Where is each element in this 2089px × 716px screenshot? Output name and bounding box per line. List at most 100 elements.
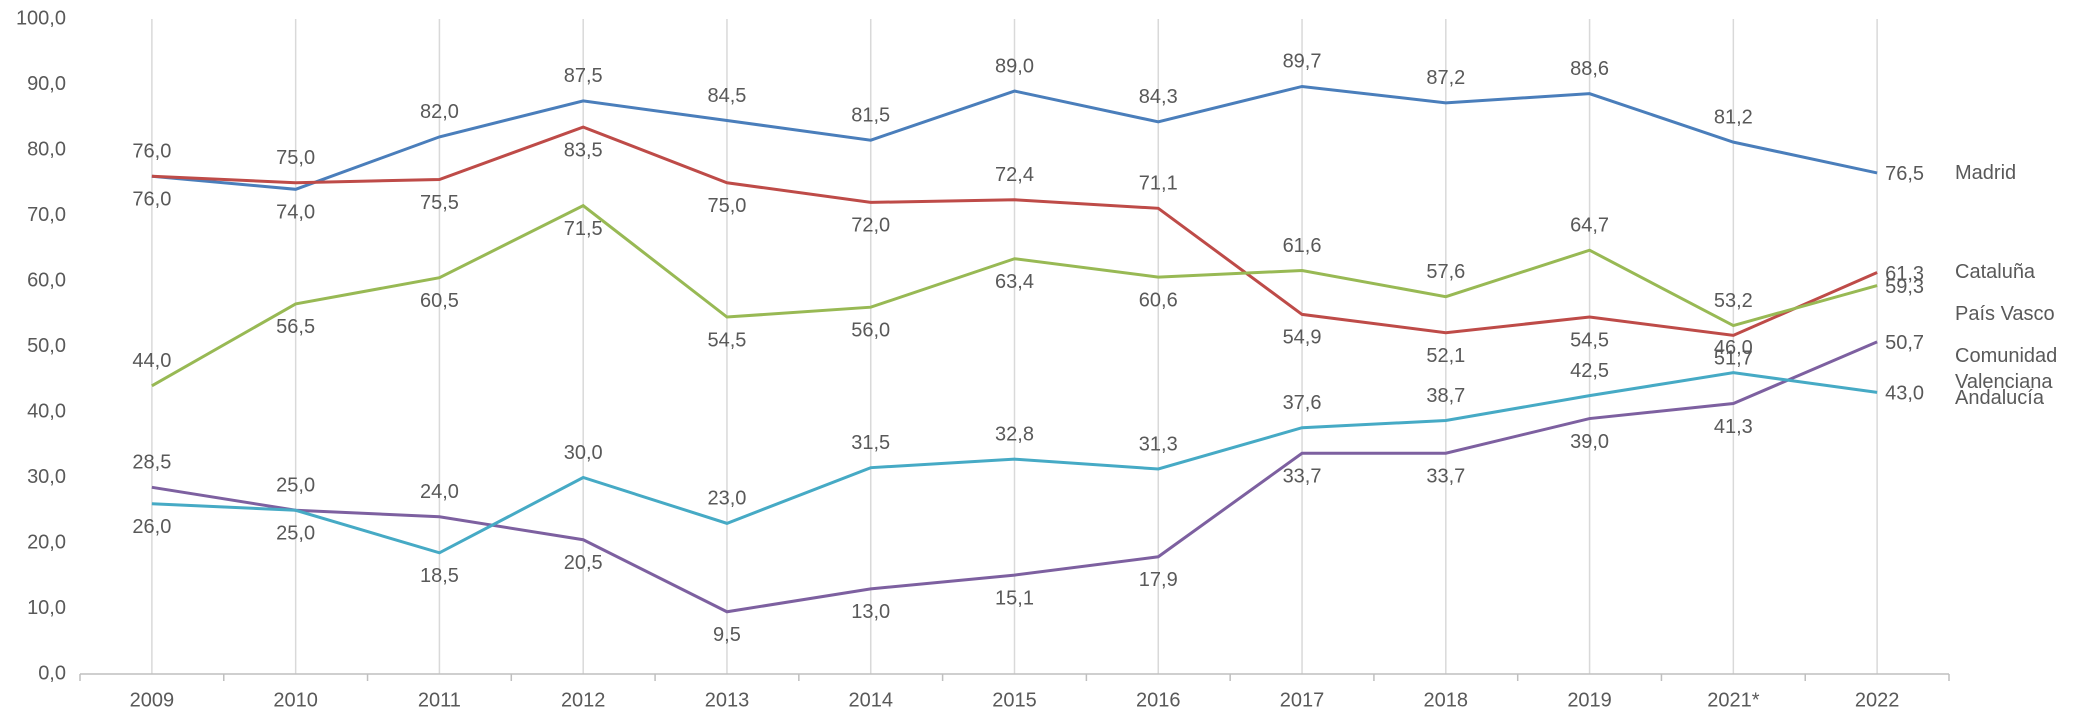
data-label: 25,0 — [276, 475, 315, 497]
data-label: 87,5 — [564, 65, 603, 87]
x-tick-label: 2021* — [1707, 689, 1759, 711]
data-label: 25,0 — [276, 523, 315, 545]
data-label: 54,9 — [1283, 327, 1322, 349]
y-tick-label: 30,0 — [27, 466, 66, 488]
data-label: 53,2 — [1714, 290, 1753, 312]
data-label: 71,1 — [1139, 173, 1178, 195]
data-label: 33,7 — [1426, 466, 1465, 488]
line — [151, 84, 1878, 191]
data-label: 28,5 — [132, 452, 171, 474]
data-label: 57,6 — [1426, 261, 1465, 283]
line — [151, 340, 1878, 614]
data-label: 51,7 — [1714, 348, 1753, 370]
data-label: 30,0 — [564, 442, 603, 464]
legend-entry: País Vasco — [1955, 303, 2055, 326]
data-label: 56,5 — [276, 316, 315, 338]
line — [151, 125, 1878, 337]
data-label: 72,0 — [851, 215, 890, 237]
y-tick-label: 100,0 — [16, 7, 66, 29]
data-label: 32,8 — [995, 423, 1034, 445]
data-label: 38,7 — [1426, 385, 1465, 407]
data-label: 61,3 — [1885, 263, 1924, 285]
data-label: 76,0 — [132, 188, 171, 210]
y-tick-label: 0,0 — [38, 662, 66, 684]
x-tick-label: 2018 — [1424, 689, 1469, 711]
data-label: 37,6 — [1283, 392, 1322, 414]
data-label: 64,7 — [1570, 214, 1609, 236]
legend-entry: Cataluña — [1955, 261, 2036, 284]
data-label: 52,1 — [1426, 345, 1465, 367]
data-label: 9,5 — [713, 624, 741, 646]
data-label: 81,2 — [1714, 106, 1753, 128]
data-label: 89,7 — [1283, 51, 1322, 73]
line — [151, 371, 1878, 555]
data-label: 33,7 — [1283, 466, 1322, 488]
data-label: 56,0 — [851, 319, 890, 341]
data-label: 75,5 — [420, 192, 459, 214]
x-tick-label: 2010 — [273, 689, 318, 711]
data-label: 60,6 — [1139, 289, 1178, 311]
x-tick-label: 2017 — [1280, 689, 1325, 711]
data-label: 83,5 — [564, 139, 603, 161]
x-tick-label: 2022 — [1855, 689, 1900, 711]
data-label: 84,5 — [707, 85, 746, 107]
data-label: 15,1 — [995, 587, 1034, 609]
data-label: 59,3 — [1885, 276, 1924, 298]
data-label: 75,0 — [276, 147, 315, 169]
data-label: 81,5 — [851, 104, 890, 126]
data-label: 42,5 — [1570, 360, 1609, 382]
x-tick-label: 2013 — [705, 689, 750, 711]
legend-entry: Andalucía — [1955, 387, 2044, 410]
data-label: 54,5 — [1570, 329, 1609, 351]
data-label: 43,0 — [1885, 383, 1924, 405]
data-label: 60,5 — [420, 290, 459, 312]
data-label: 31,5 — [851, 432, 890, 454]
x-tick-label: 2011 — [418, 689, 461, 711]
y-tick-label: 70,0 — [27, 204, 66, 226]
x-tick-label: 2009 — [130, 689, 175, 711]
data-label: 84,3 — [1139, 86, 1178, 108]
data-label: 31,3 — [1139, 433, 1178, 455]
data-label: 26,0 — [132, 516, 171, 538]
data-label: 20,5 — [564, 552, 603, 574]
data-label: 39,0 — [1570, 431, 1609, 453]
x-tick-label: 2019 — [1567, 689, 1612, 711]
data-label: 74,0 — [276, 202, 315, 224]
line — [151, 203, 1878, 388]
y-tick-label: 90,0 — [27, 73, 66, 95]
data-label: 88,6 — [1570, 58, 1609, 80]
y-tick-label: 60,0 — [27, 269, 66, 291]
legend-entry: Comunidad Valenciana — [1955, 345, 2058, 394]
data-label: 24,0 — [420, 481, 459, 503]
data-label: 76,5 — [1885, 163, 1924, 185]
data-label: 46,0 — [1714, 337, 1753, 359]
data-label: 50,7 — [1885, 332, 1924, 354]
data-label: 54,5 — [707, 329, 746, 351]
data-label: 23,0 — [707, 488, 746, 510]
data-label: 17,9 — [1139, 569, 1178, 591]
y-tick-label: 20,0 — [27, 531, 66, 553]
x-tick-label: 2014 — [848, 689, 893, 711]
y-tick-label: 40,0 — [27, 400, 66, 422]
data-label: 89,0 — [995, 55, 1034, 77]
y-tick-label: 50,0 — [27, 335, 66, 357]
data-label: 75,0 — [707, 195, 746, 217]
data-label: 87,2 — [1426, 67, 1465, 89]
data-label: 18,5 — [420, 565, 459, 587]
data-label: 61,6 — [1283, 235, 1322, 257]
data-label: 44,0 — [132, 350, 171, 372]
y-tick-label: 10,0 — [27, 597, 66, 619]
data-label: 13,0 — [851, 601, 890, 623]
y-tick-label: 80,0 — [27, 138, 66, 160]
data-label: 76,0 — [132, 140, 171, 162]
legend-entry: Madrid — [1955, 161, 2017, 184]
data-label: 63,4 — [995, 271, 1034, 293]
x-tick-label: 2015 — [992, 689, 1037, 711]
x-tick-label: 2012 — [561, 689, 606, 711]
data-label: 71,5 — [564, 218, 603, 240]
x-tick-label: 2016 — [1136, 689, 1181, 711]
data-label: 72,4 — [995, 164, 1034, 186]
data-label: 82,0 — [420, 101, 459, 123]
